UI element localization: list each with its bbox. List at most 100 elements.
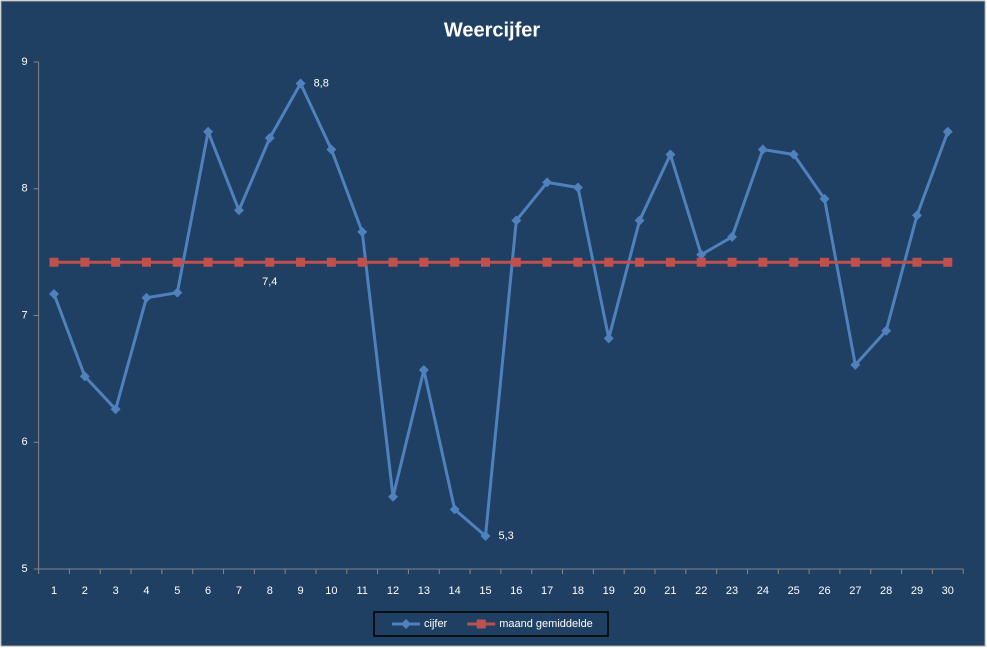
data-point [203, 126, 214, 137]
data-point [572, 182, 583, 193]
x-tick-label: 19 [603, 585, 615, 597]
y-tick-label: 7 [21, 309, 27, 321]
data-point [634, 215, 645, 226]
x-tick-label: 14 [449, 585, 461, 597]
x-tick-label: 12 [387, 585, 399, 597]
x-tick-label: 11 [356, 585, 367, 597]
x-tick-label: 17 [541, 585, 553, 597]
data-point [727, 231, 738, 242]
legend-marker [476, 619, 486, 629]
data-point [111, 257, 121, 267]
legend-label: cijfer [424, 618, 448, 630]
data-point [357, 257, 367, 267]
x-tick-label: 30 [942, 585, 954, 597]
x-tick-label: 3 [113, 585, 119, 597]
data-point [264, 133, 275, 144]
data-point [80, 257, 90, 267]
x-tick-label: 13 [418, 585, 430, 597]
data-point [419, 257, 429, 267]
data-point [727, 257, 737, 267]
data-point [79, 371, 90, 382]
data-point [911, 210, 922, 221]
data-point [696, 249, 707, 260]
x-tick-label: 5 [174, 585, 180, 597]
data-point [665, 257, 675, 267]
data-point [542, 257, 552, 267]
data-point [388, 257, 398, 267]
legend-marker [401, 619, 411, 629]
data-point [788, 149, 799, 160]
data-point [881, 257, 891, 267]
data-point [172, 287, 183, 298]
legend-label: maand gemiddelde [499, 618, 593, 630]
data-point [542, 177, 553, 188]
x-tick-label: 18 [572, 585, 584, 597]
x-tick-label: 15 [479, 585, 491, 597]
data-point [449, 504, 460, 515]
chart-title: Weercijfer [444, 19, 541, 41]
x-tick-label: 1 [51, 585, 57, 597]
data-point [295, 78, 306, 89]
data-point [357, 226, 368, 237]
data-point [757, 144, 768, 155]
x-tick-label: 28 [880, 585, 892, 597]
data-point [480, 257, 490, 267]
data-point [326, 257, 336, 267]
series-line [52, 82, 950, 538]
data-point [942, 126, 953, 137]
data-point [912, 257, 922, 267]
data-point [141, 257, 151, 267]
data-point [881, 325, 892, 336]
data-point [819, 193, 830, 204]
x-tick-label: 8 [267, 585, 273, 597]
x-tick-label: 23 [726, 585, 738, 597]
data-point [603, 333, 614, 344]
data-label: 5,3 [498, 530, 513, 542]
data-point [511, 215, 522, 226]
x-tick-label: 20 [633, 585, 645, 597]
data-point [943, 257, 953, 267]
x-tick-label: 2 [82, 585, 88, 597]
data-point [233, 205, 244, 216]
data-point [388, 491, 399, 502]
x-tick-label: 27 [849, 585, 861, 597]
legend-box [373, 611, 609, 637]
data-point [758, 257, 768, 267]
data-point [850, 257, 860, 267]
y-tick-label: 9 [21, 56, 27, 68]
data-label: 7,4 [262, 276, 277, 288]
data-point [141, 292, 152, 303]
x-tick-label: 21 [664, 585, 676, 597]
x-tick-label: 22 [695, 585, 707, 597]
y-tick-label: 6 [21, 436, 27, 448]
data-point [789, 257, 799, 267]
data-point [635, 257, 645, 267]
data-point [573, 257, 583, 267]
data-point [450, 257, 460, 267]
x-tick-label: 29 [911, 585, 923, 597]
data-point [296, 257, 306, 267]
data-point [850, 359, 861, 370]
data-point [480, 531, 491, 542]
data-point [326, 144, 337, 155]
data-point [820, 257, 830, 267]
data-point [511, 257, 521, 267]
x-tick-label: 16 [510, 585, 522, 597]
data-point [696, 257, 706, 267]
data-point [604, 257, 614, 267]
x-tick-label: 10 [325, 585, 337, 597]
x-tick-label: 9 [298, 585, 304, 597]
data-point [172, 257, 182, 267]
data-label: 8,8 [314, 77, 329, 89]
data-point [49, 257, 59, 267]
x-tick-label: 25 [788, 585, 800, 597]
y-tick-label: 8 [21, 183, 27, 195]
data-point [203, 257, 213, 267]
x-tick-label: 24 [757, 585, 769, 597]
data-point [665, 149, 676, 160]
data-point [234, 257, 244, 267]
data-point [418, 365, 429, 376]
